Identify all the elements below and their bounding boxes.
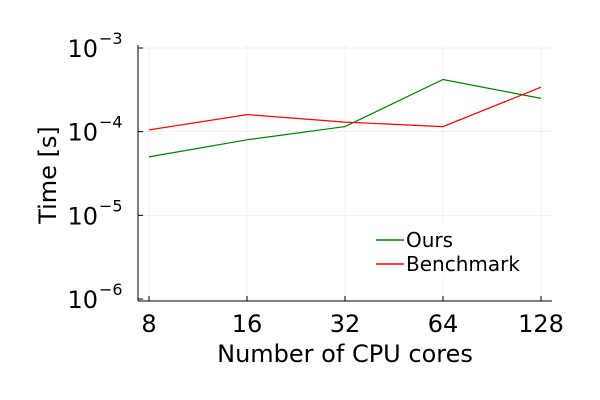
y-tick-base: 10	[67, 35, 98, 63]
series-line-ours	[148, 78, 542, 158]
y-tick-label: 10 −3	[67, 29, 122, 63]
x-tick-label: 64	[428, 310, 459, 338]
legend-box	[372, 224, 534, 276]
x-tick-label: 32	[330, 310, 361, 338]
x-tick-label: 16	[232, 310, 263, 338]
y-tick-label: 10 −6	[67, 280, 122, 314]
y-tick-base: 10	[67, 286, 98, 314]
legend-item: Benchmark	[376, 252, 520, 276]
x-axis-ticks: 8 16 32 64 128	[141, 296, 564, 338]
y-axis-ticks: 10−610−510−410−3	[67, 29, 143, 314]
x-tick-label: 128	[518, 310, 564, 338]
y-tick-label: 10 −4	[67, 113, 122, 147]
series-line-benchmark	[148, 86, 542, 131]
x-axis-label: Number of CPU cores	[217, 340, 473, 368]
y-tick-exponent: −4	[99, 113, 123, 132]
y-tick-label: 10 −5	[67, 196, 122, 230]
y-axis-label: Time [s]	[34, 126, 62, 225]
y-tick-exponent: −6	[99, 280, 123, 299]
legend-label: Benchmark	[406, 252, 520, 276]
y-tick-exponent: −5	[99, 196, 123, 215]
grid-lines	[138, 45, 552, 301]
x-tick-label: 8	[141, 310, 156, 338]
legend-label: Ours	[406, 228, 453, 252]
y-tick-base: 10	[67, 119, 98, 147]
y-tick-base: 10	[67, 202, 98, 230]
legend-item: Ours	[376, 228, 453, 252]
series-layer	[148, 78, 542, 158]
y-tick-exponent: −3	[99, 29, 123, 48]
